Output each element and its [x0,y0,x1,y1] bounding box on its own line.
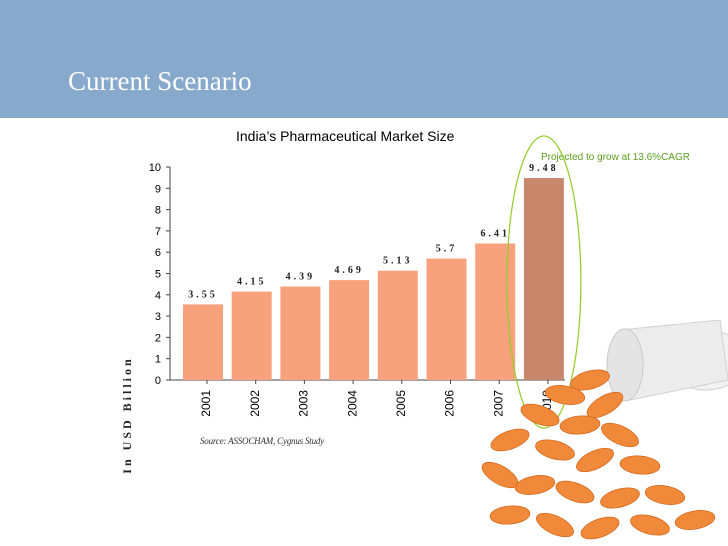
y-tick-label: 7 [155,226,161,238]
x-tick-label: 2006 [443,390,457,417]
x-tick-label: 2004 [345,390,359,417]
x-tick-label: 2005 [394,390,408,417]
y-tick-label: 4 [155,290,161,302]
data-label: 5.13 [383,256,413,267]
y-tick-label: 9 [155,183,161,195]
data-label: 5.7 [436,244,458,255]
y-tick-label: 3 [155,311,161,323]
y-tick-label: 6 [155,247,161,259]
bar [523,178,564,380]
x-tick-label: 2003 [297,390,311,417]
y-tick-label: 5 [155,269,161,281]
source-note: Source: ASSOCHAM, Cygnus Study [200,436,324,446]
highlight-ellipse [506,135,582,429]
y-tick-label: 0 [155,375,161,387]
y-tick-label: 1 [155,354,161,366]
bar [183,304,223,380]
chart-title: India’s Pharmaceutical Market Size [236,128,455,144]
y-tick-label: 2 [155,332,161,344]
data-label: 9.48 [529,163,559,174]
bar [329,280,370,380]
bar [426,258,467,380]
y-tick-label: 8 [155,205,161,217]
header-band [0,0,728,118]
bar [280,286,321,380]
data-label: 4.15 [237,277,267,288]
bar [377,270,418,380]
data-label: 4.39 [286,271,316,282]
y-tick-label: 10 [149,162,161,174]
x-tick-label: 2002 [248,390,262,417]
bar [475,243,516,380]
pills-illustration [470,320,728,546]
data-label: 4.69 [334,265,364,276]
data-label: 3.55 [188,289,218,300]
slide-title: Current Scenario [68,66,252,96]
cagr-annotation: Projected to grow at 13.6%CAGR [541,152,690,163]
bar [231,291,272,380]
x-tick-label: 2001 [199,390,213,417]
x-tick-label: 2007 [491,390,505,417]
data-label: 6.41 [480,228,510,239]
